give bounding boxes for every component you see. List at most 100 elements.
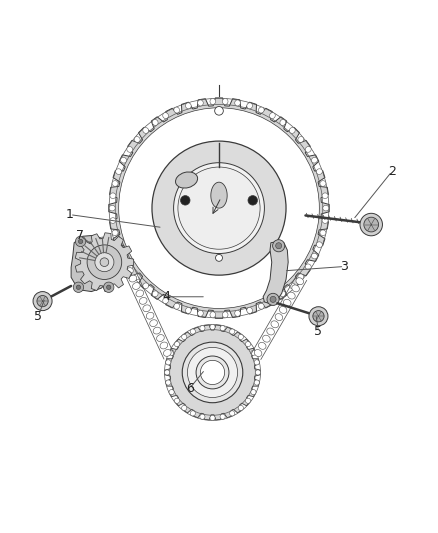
Circle shape: [313, 311, 324, 322]
Ellipse shape: [288, 292, 295, 299]
Polygon shape: [211, 182, 227, 208]
Ellipse shape: [127, 147, 133, 152]
Text: 3: 3: [340, 260, 348, 273]
Ellipse shape: [122, 260, 130, 267]
Ellipse shape: [174, 107, 180, 113]
Ellipse shape: [120, 253, 127, 259]
Ellipse shape: [186, 308, 191, 313]
Circle shape: [182, 342, 243, 403]
Text: 5: 5: [314, 325, 322, 338]
Ellipse shape: [320, 230, 326, 236]
Circle shape: [152, 141, 286, 275]
Ellipse shape: [143, 305, 151, 312]
Ellipse shape: [311, 157, 318, 163]
Circle shape: [87, 245, 122, 279]
Circle shape: [106, 285, 111, 289]
Circle shape: [75, 236, 86, 247]
Circle shape: [119, 108, 319, 309]
Circle shape: [180, 196, 190, 205]
Ellipse shape: [160, 342, 168, 349]
Ellipse shape: [146, 312, 154, 319]
Ellipse shape: [316, 242, 322, 247]
Ellipse shape: [254, 360, 259, 365]
Circle shape: [267, 293, 279, 305]
Circle shape: [37, 295, 48, 306]
Ellipse shape: [210, 325, 215, 329]
Polygon shape: [263, 241, 288, 303]
Ellipse shape: [112, 230, 118, 236]
Ellipse shape: [290, 127, 295, 133]
Ellipse shape: [116, 242, 122, 247]
Circle shape: [100, 258, 109, 266]
Ellipse shape: [210, 415, 215, 421]
Ellipse shape: [153, 327, 161, 334]
Ellipse shape: [223, 99, 228, 104]
Ellipse shape: [152, 119, 158, 125]
Ellipse shape: [223, 312, 228, 318]
Circle shape: [148, 137, 290, 279]
Circle shape: [173, 163, 265, 254]
Ellipse shape: [143, 127, 148, 133]
Text: 4: 4: [162, 290, 170, 303]
Circle shape: [78, 239, 83, 244]
Circle shape: [272, 240, 285, 252]
Ellipse shape: [255, 370, 261, 375]
Ellipse shape: [139, 297, 147, 304]
Ellipse shape: [120, 157, 127, 163]
Ellipse shape: [190, 411, 195, 416]
Ellipse shape: [290, 283, 295, 289]
Ellipse shape: [198, 100, 203, 106]
Circle shape: [215, 254, 223, 261]
Ellipse shape: [119, 253, 127, 260]
Circle shape: [276, 243, 282, 249]
Ellipse shape: [230, 411, 235, 416]
Circle shape: [309, 306, 328, 326]
Ellipse shape: [165, 370, 170, 375]
Ellipse shape: [116, 169, 122, 174]
Ellipse shape: [136, 290, 144, 297]
Text: 6: 6: [186, 382, 194, 395]
Ellipse shape: [298, 136, 304, 142]
Text: 1: 1: [66, 208, 74, 221]
Ellipse shape: [129, 275, 137, 282]
Ellipse shape: [169, 390, 174, 395]
Ellipse shape: [169, 350, 174, 356]
Ellipse shape: [115, 245, 123, 252]
Ellipse shape: [254, 380, 259, 385]
Ellipse shape: [305, 264, 311, 270]
Circle shape: [196, 356, 229, 389]
Ellipse shape: [258, 107, 264, 113]
Circle shape: [248, 196, 258, 205]
Ellipse shape: [316, 169, 322, 174]
Ellipse shape: [150, 320, 157, 327]
Ellipse shape: [322, 193, 328, 198]
Circle shape: [95, 253, 114, 272]
Circle shape: [73, 282, 84, 293]
Ellipse shape: [230, 329, 235, 334]
Ellipse shape: [174, 303, 180, 309]
Polygon shape: [109, 98, 329, 318]
Ellipse shape: [269, 297, 275, 304]
Ellipse shape: [271, 321, 279, 328]
Ellipse shape: [322, 217, 328, 223]
Ellipse shape: [110, 193, 116, 198]
Ellipse shape: [235, 100, 240, 106]
Ellipse shape: [251, 390, 256, 395]
Ellipse shape: [245, 342, 251, 347]
Ellipse shape: [220, 414, 225, 419]
Ellipse shape: [190, 329, 195, 334]
Circle shape: [360, 213, 382, 236]
Ellipse shape: [238, 406, 244, 410]
Ellipse shape: [280, 291, 286, 297]
Circle shape: [270, 296, 276, 302]
Ellipse shape: [198, 310, 203, 316]
Ellipse shape: [311, 253, 318, 259]
Circle shape: [187, 348, 237, 398]
Ellipse shape: [163, 112, 169, 118]
Ellipse shape: [267, 328, 274, 335]
Ellipse shape: [126, 268, 133, 274]
Circle shape: [76, 285, 81, 289]
Ellipse shape: [127, 264, 133, 270]
Ellipse shape: [182, 334, 187, 340]
Ellipse shape: [251, 350, 256, 356]
